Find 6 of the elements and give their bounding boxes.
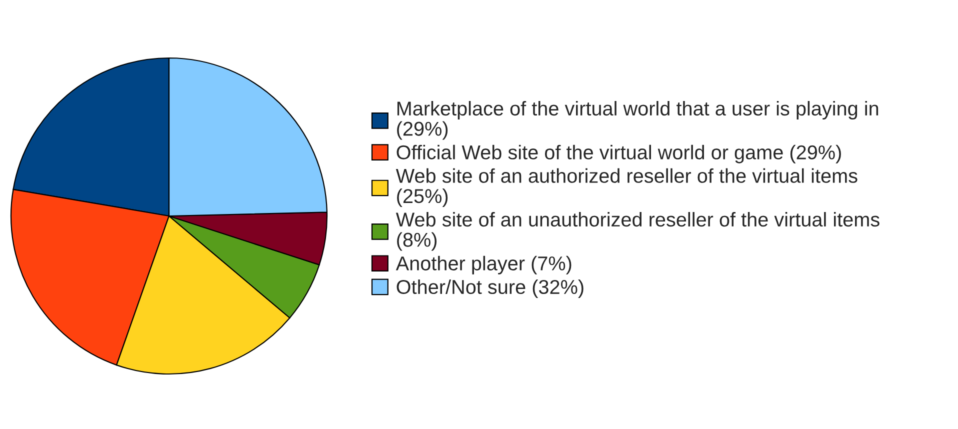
legend-label: Web site of an authorized reseller of the virtual items (25%) [396,168,858,208]
legend-label: Another player (7%) [396,256,572,274]
legend-label: Web site of an unauthorized reseller of the virtual items (8%) [396,212,880,251]
legend-label: Other/Not sure (32%) [396,279,584,298]
legend-label: Marketplace of the virtual world that a user is playing in (29%) [397,101,878,140]
legend-label: Official Web site of the virtual world or game (29%) [396,144,841,164]
